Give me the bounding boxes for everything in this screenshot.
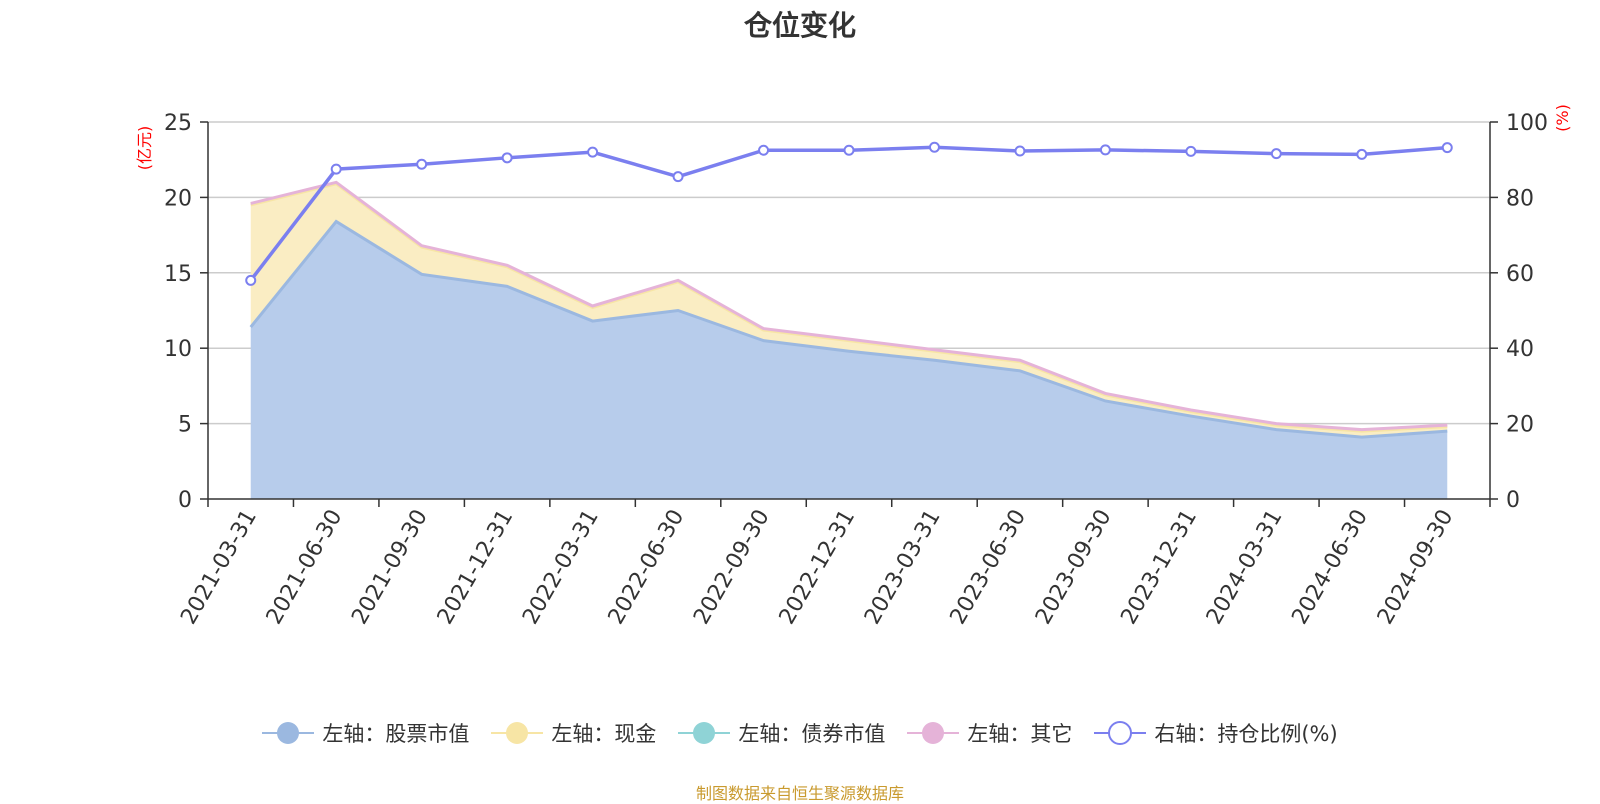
legend-symbol-icon [262, 722, 315, 744]
legend-label: 左轴：其它 [967, 722, 1073, 746]
ratio-point [1014, 145, 1026, 157]
ratio-point [758, 144, 770, 156]
ratio-point [587, 146, 599, 158]
x-axis-tick-label: 2021-09-30 [347, 505, 433, 628]
ratio-point [1356, 148, 1368, 160]
right-axis-tick-label: 40 [1506, 337, 1534, 362]
left-axis-tick-label: 20 [164, 186, 192, 211]
ratio-point [1185, 145, 1197, 157]
x-axis-tick-label: 2023-03-31 [860, 506, 946, 629]
ratio-point [843, 144, 855, 156]
x-axis-tick-label: 2024-06-30 [1287, 506, 1373, 629]
legend-item[interactable]: 左轴：现金 [491, 718, 656, 748]
area-fill-左轴：股票市值 [250, 221, 1448, 499]
legend-label: 右轴：持仓比例(%) [1154, 722, 1338, 746]
x-axis-tick-label: 2022-06-30 [604, 506, 690, 629]
left-axis-unit: (亿元) [135, 126, 154, 171]
right-axis-unit: (%) [1553, 104, 1572, 132]
chart-title: 仓位变化 [743, 9, 856, 42]
ratio-point [245, 274, 257, 286]
legend-label: 左轴：股票市值 [322, 722, 470, 746]
ratio-point [501, 152, 513, 164]
left-axis-tick-label: 5 [178, 413, 192, 438]
chart-legend: 左轴：股票市值 左轴：现金 左轴：债券市值 左轴：其它 右轴：持仓比例(%) [0, 718, 1600, 748]
x-axis-tick-label: 2023-06-30 [946, 506, 1032, 629]
left-axis-tick-label: 15 [164, 262, 192, 287]
left-axis-tick-label: 25 [164, 111, 192, 136]
x-axis-tick-label: 2023-12-31 [1116, 506, 1202, 629]
legend-symbol-icon [907, 722, 960, 744]
ratio-point [1270, 148, 1282, 160]
right-axis-tick-label: 0 [1506, 488, 1520, 513]
right-axis-tick-label: 20 [1506, 413, 1534, 438]
left-axis-tick-label: 0 [178, 488, 192, 513]
legend-symbol-icon [491, 722, 544, 744]
ratio-point [330, 163, 342, 175]
x-axis-tick-label: 2024-09-30 [1373, 506, 1459, 629]
right-axis-tick-label: 60 [1506, 262, 1534, 287]
legend-symbol-icon [678, 722, 731, 744]
area-line-左轴：股票市值 [249, 219, 1448, 439]
legend-label: 左轴：债券市值 [738, 722, 886, 746]
data-source-note: 制图数据来自恒生聚源数据库 [695, 784, 904, 803]
x-axis-tick-label: 2024-03-31 [1202, 506, 1288, 629]
area-line-左轴：其它 [250, 180, 1448, 432]
legend-item[interactable]: 左轴：其它 [907, 718, 1072, 748]
left-axis-tick-label: 10 [164, 337, 192, 362]
legend-symbol-icon [1094, 721, 1147, 745]
x-axis-tick-label: 2023-09-30 [1031, 506, 1117, 629]
x-axis-tick-label: 2021-06-30 [262, 506, 348, 629]
legend-item[interactable]: 左轴：债券市值 [678, 718, 885, 748]
x-axis-tick-label: 2022-09-30 [689, 506, 775, 629]
right-axis-tick-label: 80 [1506, 186, 1534, 211]
ratio-point [1099, 144, 1111, 156]
ratio-point [672, 171, 684, 183]
x-axis-tick-label: 2021-12-31 [433, 506, 519, 629]
ratio-point [416, 158, 428, 170]
legend-item[interactable]: 左轴：股票市值 [262, 718, 469, 748]
x-axis-tick-label: 2022-03-31 [518, 506, 604, 629]
x-axis-tick-label: 2021-03-31 [176, 506, 262, 629]
legend-item[interactable]: 右轴：持仓比例(%) [1094, 718, 1338, 748]
legend-label: 左轴：现金 [551, 722, 657, 746]
right-axis-tick-label: 100 [1506, 111, 1548, 136]
x-axis-tick-label: 2022-12-31 [775, 506, 861, 629]
ratio-point [1441, 142, 1453, 154]
ratio-point [928, 141, 940, 153]
